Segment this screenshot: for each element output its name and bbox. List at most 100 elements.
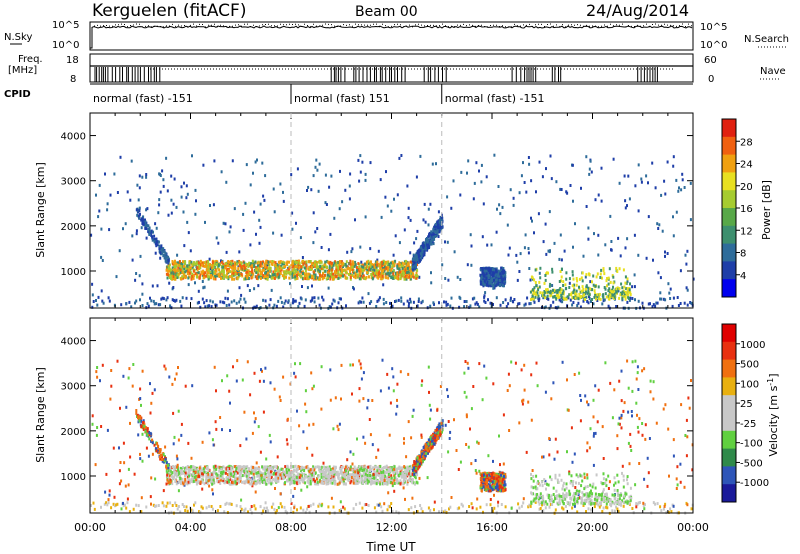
power-data-cell bbox=[476, 302, 479, 306]
power-data-cell bbox=[199, 305, 202, 309]
power-data-cell bbox=[289, 265, 292, 269]
power-data-cell bbox=[498, 274, 501, 278]
velocity-data-cell bbox=[184, 509, 187, 512]
power-data-cell bbox=[169, 304, 172, 308]
power-data-cell bbox=[549, 154, 552, 158]
velocity-data-cell bbox=[247, 470, 249, 474]
power-data-cell bbox=[502, 277, 504, 281]
power-data-cell bbox=[225, 262, 228, 266]
power-data-cell bbox=[303, 276, 306, 280]
power-data-cell bbox=[659, 297, 662, 301]
power-data-cell bbox=[602, 299, 605, 303]
power-data-cell bbox=[300, 265, 303, 269]
power-data-cell bbox=[335, 264, 338, 267]
power-data-cell bbox=[223, 265, 226, 269]
power-data-cell bbox=[314, 276, 317, 280]
power-data-cell bbox=[612, 275, 615, 279]
power-data-cell bbox=[465, 300, 468, 303]
power-data-cell bbox=[666, 160, 669, 164]
velocity-data-cell bbox=[597, 388, 600, 392]
velocity-data-cell bbox=[179, 510, 182, 514]
power-data-cell bbox=[289, 282, 291, 286]
power-data-cell bbox=[205, 263, 208, 266]
power-data-cell bbox=[188, 271, 191, 275]
velocity-data-cell bbox=[368, 418, 371, 421]
velocity-data-cell bbox=[330, 496, 333, 500]
velocity-data-cell bbox=[381, 358, 384, 362]
velocity-data-cell bbox=[444, 509, 447, 513]
velocity-data-cell bbox=[514, 361, 517, 365]
velocity-data-cell bbox=[608, 480, 611, 484]
power-data-cell bbox=[205, 264, 208, 268]
power-data-cell bbox=[410, 274, 413, 278]
power-data-cell bbox=[277, 267, 279, 271]
velocity-data-cell bbox=[127, 376, 130, 380]
velocity-data-cell bbox=[664, 403, 667, 407]
power-data-cell bbox=[385, 260, 388, 264]
power-data-cell bbox=[253, 287, 256, 291]
power-data-cell bbox=[551, 291, 554, 294]
power-data-cell bbox=[314, 263, 316, 267]
power-data-cell bbox=[538, 285, 541, 289]
velocity-data-cell bbox=[212, 492, 214, 496]
power-data-cell bbox=[660, 193, 663, 197]
power-data-cell bbox=[420, 246, 423, 250]
velocity-data-cell bbox=[307, 504, 310, 508]
power-data-cell bbox=[104, 172, 106, 176]
velocity-data-cell bbox=[378, 502, 381, 506]
velocity-data-cell bbox=[375, 455, 378, 459]
velocity-data-cell bbox=[293, 371, 296, 375]
power-data-cell bbox=[297, 305, 300, 309]
power-data-cell bbox=[588, 297, 591, 301]
velocity-data-cell bbox=[126, 497, 129, 501]
power-data-cell bbox=[213, 270, 216, 274]
velocity-data-cell bbox=[308, 482, 311, 486]
power-data-cell bbox=[383, 265, 386, 269]
power-data-cell bbox=[266, 277, 269, 281]
velocity-data-cell bbox=[300, 488, 303, 492]
power-data-cell bbox=[437, 226, 440, 230]
power-data-cell bbox=[293, 272, 296, 276]
power-data-cell bbox=[234, 264, 237, 268]
power-data-cell bbox=[120, 303, 123, 307]
power-data-cell bbox=[353, 271, 356, 275]
power-data-cell bbox=[482, 274, 485, 278]
velocity-data-cell bbox=[428, 403, 431, 407]
power-data-cell bbox=[100, 255, 103, 259]
velocity-data-cell bbox=[536, 384, 539, 388]
power-data-cell bbox=[357, 158, 360, 162]
power-data-cell bbox=[162, 247, 164, 251]
velocity-data-cell bbox=[181, 503, 184, 506]
velocity-data-cell bbox=[636, 413, 638, 417]
power-data-cell bbox=[177, 265, 180, 269]
velocity-data-cell bbox=[129, 421, 131, 425]
power-data-cell bbox=[304, 277, 307, 281]
power-data-cell bbox=[272, 187, 275, 191]
velocity-data-cell bbox=[427, 506, 430, 510]
velocity-data-cell bbox=[406, 465, 409, 469]
power-data-cell bbox=[576, 279, 579, 283]
power-data-cell bbox=[275, 267, 278, 271]
velocity-data-cell bbox=[568, 470, 571, 474]
power-data-cell bbox=[607, 297, 610, 301]
power-data-cell bbox=[230, 300, 233, 304]
velocity-data-cell bbox=[571, 506, 574, 510]
velocity-data-cell bbox=[439, 385, 442, 388]
summary-panels: N.Sky Freq. [MHz] CPID 10^5 10^0 10^5 10… bbox=[4, 20, 789, 105]
power-colorbar-tick-label: 4 bbox=[740, 271, 746, 282]
velocity-data-cell bbox=[527, 505, 530, 509]
power-data-cell bbox=[168, 263, 171, 267]
power-data-cell bbox=[193, 262, 196, 266]
power-data-cell bbox=[412, 265, 415, 269]
power-data-cell bbox=[336, 267, 339, 271]
power-data-cell bbox=[377, 249, 380, 253]
velocity-data-cell bbox=[395, 471, 398, 475]
cpid-segment-label: normal (fast) 151 bbox=[294, 92, 390, 105]
velocity-data-cell bbox=[475, 507, 478, 511]
power-data-cell bbox=[265, 259, 268, 263]
power-data-cell bbox=[148, 226, 151, 230]
power-data-cell bbox=[438, 230, 441, 234]
power-data-cell bbox=[247, 265, 250, 269]
velocity-data-cell bbox=[340, 363, 343, 367]
